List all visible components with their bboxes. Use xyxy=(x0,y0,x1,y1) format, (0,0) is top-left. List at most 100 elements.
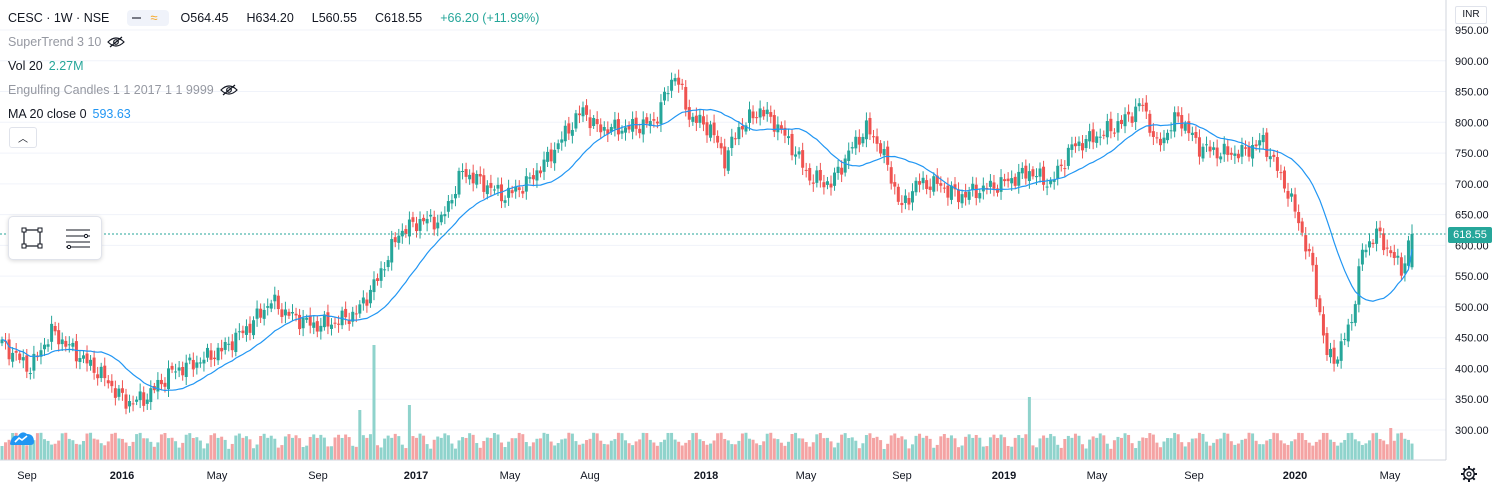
tradingview-logo-icon[interactable] xyxy=(8,428,36,448)
volume-bar xyxy=(60,433,64,460)
volume-bar xyxy=(1183,446,1187,460)
eye-off-icon[interactable] xyxy=(107,36,126,48)
volume-bar xyxy=(882,448,886,460)
candle-body xyxy=(1392,252,1396,258)
volume-bar xyxy=(1392,440,1396,460)
time-tick: Aug xyxy=(580,470,600,482)
volume-bar xyxy=(701,441,705,460)
menu-lines-button[interactable] xyxy=(55,217,101,259)
volume-bar xyxy=(142,438,146,460)
volume-bar xyxy=(595,433,599,460)
volume-bar xyxy=(301,447,305,460)
candle-body xyxy=(1034,176,1038,178)
series-status-pill[interactable]: ≈ xyxy=(127,10,169,26)
candle-body xyxy=(627,124,631,130)
drawing-toolbox[interactable] xyxy=(8,216,102,260)
candle-body xyxy=(1268,156,1272,160)
time-tick: 2018 xyxy=(694,470,718,482)
candle-body xyxy=(776,124,780,133)
candle-body xyxy=(723,146,727,169)
volume-bar xyxy=(889,435,893,460)
candle-body xyxy=(652,119,656,121)
candle-body xyxy=(1056,165,1060,180)
candle-body xyxy=(850,147,854,149)
candle-body xyxy=(1180,115,1184,129)
volume-bar xyxy=(400,444,404,460)
candle-body xyxy=(1141,104,1145,106)
candle-body xyxy=(11,352,15,362)
price-axis[interactable]: 950.00 900.00 850.00 800.00 750.00 700.00 650.… xyxy=(1455,25,1489,437)
candle-body xyxy=(882,149,886,156)
volume-bar xyxy=(1275,433,1279,460)
candle-body xyxy=(751,111,755,119)
eye-off-icon[interactable] xyxy=(219,84,238,96)
volume-bar xyxy=(1282,443,1286,460)
candle-body xyxy=(1112,132,1116,134)
candle-body xyxy=(478,173,482,177)
candle-body xyxy=(319,325,323,332)
volume-bar xyxy=(181,442,185,460)
close-label: C xyxy=(374,11,384,25)
candle-body xyxy=(1307,249,1311,252)
volume-bar xyxy=(436,436,440,460)
collapse-legend-button[interactable]: ︿ xyxy=(9,127,37,148)
candle-body xyxy=(524,176,528,192)
volume-bar xyxy=(1236,443,1240,460)
currency-label[interactable]: INR xyxy=(1455,6,1487,24)
volume-bar xyxy=(333,437,337,460)
volume-bar xyxy=(1169,438,1173,460)
candle-body xyxy=(1173,112,1177,132)
candle-body xyxy=(691,116,695,122)
candle-body xyxy=(294,313,298,316)
candle-body xyxy=(1119,119,1123,125)
volume-bar xyxy=(241,437,245,460)
volume-bar xyxy=(383,438,387,460)
candle-body xyxy=(825,181,829,185)
volume-bar xyxy=(680,445,684,460)
volume-bar xyxy=(32,440,36,460)
volume-bar xyxy=(567,432,571,460)
candle-body xyxy=(634,117,638,129)
indicator-supertrend[interactable]: SuperTrend 3 10 xyxy=(8,30,545,54)
approx-icon: ≈ xyxy=(150,10,158,25)
volume-bar xyxy=(1343,439,1347,460)
volume-bar xyxy=(928,438,932,460)
time-axis[interactable]: Sep 2016 May Sep 2017 May Aug 2018 May Sep 2019 May… xyxy=(17,470,1401,482)
candle-body xyxy=(103,365,107,379)
volume-bar xyxy=(503,447,507,460)
gear-icon[interactable] xyxy=(1460,465,1478,483)
candle-body xyxy=(510,190,514,194)
candle-body xyxy=(1406,240,1410,266)
indicator-ma[interactable]: MA 20 close 0 593.63 xyxy=(8,102,545,126)
volume-bar xyxy=(1318,439,1322,460)
time-tick: May xyxy=(207,470,228,482)
volume-bar xyxy=(205,443,209,460)
candle-body xyxy=(414,223,418,232)
volume-bar xyxy=(184,434,188,460)
volume-bar xyxy=(89,432,93,460)
volume-bar xyxy=(1212,442,1216,460)
volume-bar xyxy=(556,443,560,460)
rectangle-select-icon xyxy=(21,227,43,249)
candle-body xyxy=(167,368,171,389)
candle-body xyxy=(81,355,85,359)
volume-bar xyxy=(531,442,535,460)
candle-body xyxy=(404,229,408,234)
volume-bar xyxy=(670,432,674,460)
indicator-engulfing[interactable]: Engulfing Candles 1 1 2017 1 1 9999 xyxy=(8,78,545,102)
candle-body xyxy=(128,401,132,407)
candle-body xyxy=(269,303,273,309)
high-value: 634.20 xyxy=(255,11,294,25)
indicator-volume[interactable]: Vol 20 2.27M xyxy=(8,54,545,78)
rectangle-select-button[interactable] xyxy=(9,217,55,259)
volume-bar xyxy=(1155,442,1159,460)
candle-body xyxy=(1063,168,1067,170)
candle-body xyxy=(631,118,635,132)
candle-body xyxy=(531,175,535,180)
volume-bar xyxy=(106,441,110,460)
volume-bar xyxy=(252,448,256,460)
volume-bar xyxy=(875,436,879,460)
volume-bar xyxy=(191,437,195,460)
symbol-title[interactable]: CESC · 1W · NSE xyxy=(8,11,110,25)
